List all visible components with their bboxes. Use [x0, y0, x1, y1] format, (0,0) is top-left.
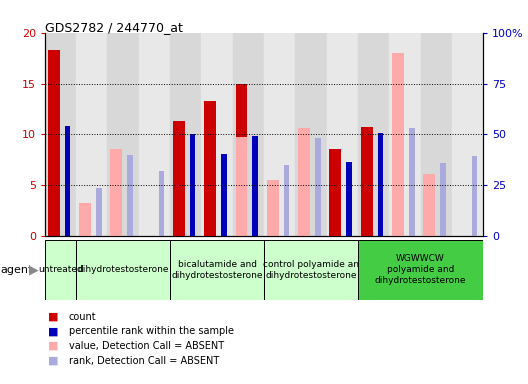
- Text: value, Detection Call = ABSENT: value, Detection Call = ABSENT: [69, 341, 224, 351]
- Bar: [96, 188, 101, 236]
- Bar: [295, 33, 327, 236]
- Bar: [235, 84, 248, 236]
- Bar: [409, 128, 414, 236]
- Bar: [264, 240, 358, 300]
- Bar: [252, 136, 258, 236]
- Bar: [190, 134, 195, 236]
- Bar: [221, 154, 227, 236]
- Text: GDS2782 / 244770_at: GDS2782 / 244770_at: [45, 21, 183, 34]
- Bar: [110, 149, 122, 236]
- Text: count: count: [69, 312, 96, 322]
- Bar: [392, 53, 404, 236]
- Bar: [235, 137, 248, 236]
- Bar: [346, 162, 352, 236]
- Bar: [170, 240, 264, 300]
- Text: agent: agent: [0, 265, 32, 275]
- Bar: [139, 33, 170, 236]
- Bar: [201, 33, 233, 236]
- Bar: [45, 240, 76, 300]
- Bar: [158, 171, 164, 236]
- Bar: [267, 180, 279, 236]
- Text: percentile rank within the sample: percentile rank within the sample: [69, 326, 233, 336]
- Bar: [472, 156, 477, 236]
- Bar: [315, 139, 320, 236]
- Bar: [204, 101, 216, 236]
- Text: ■: ■: [48, 312, 58, 322]
- Text: WGWWCW
polyamide and
dihydrotestosterone: WGWWCW polyamide and dihydrotestosterone: [375, 254, 466, 285]
- Bar: [233, 33, 264, 236]
- Bar: [264, 33, 295, 236]
- Bar: [127, 155, 133, 236]
- Text: bicalutamide and
dihydrotestosterone: bicalutamide and dihydrotestosterone: [171, 260, 263, 280]
- Text: untreated: untreated: [38, 265, 83, 274]
- Text: ▶: ▶: [29, 263, 39, 276]
- Bar: [173, 121, 185, 236]
- Bar: [48, 50, 60, 236]
- Bar: [64, 126, 70, 236]
- Bar: [329, 149, 341, 236]
- Bar: [358, 240, 483, 300]
- Bar: [389, 33, 420, 236]
- Bar: [76, 33, 108, 236]
- Text: ■: ■: [48, 341, 58, 351]
- Text: dihydrotestosterone: dihydrotestosterone: [78, 265, 169, 274]
- Bar: [327, 33, 358, 236]
- Bar: [170, 33, 201, 236]
- Text: ■: ■: [48, 326, 58, 336]
- Text: rank, Detection Call = ABSENT: rank, Detection Call = ABSENT: [69, 356, 219, 366]
- Bar: [298, 128, 310, 236]
- Bar: [79, 203, 91, 236]
- Text: control polyamide an
dihydrotestosterone: control polyamide an dihydrotestosterone: [263, 260, 359, 280]
- Bar: [378, 133, 383, 236]
- Bar: [440, 163, 446, 236]
- Bar: [423, 174, 435, 236]
- Text: ■: ■: [48, 356, 58, 366]
- Bar: [76, 240, 170, 300]
- Bar: [284, 165, 289, 236]
- Bar: [361, 127, 373, 236]
- Bar: [452, 33, 483, 236]
- Bar: [358, 33, 389, 236]
- Bar: [108, 33, 139, 236]
- Bar: [45, 33, 76, 236]
- Bar: [420, 33, 452, 236]
